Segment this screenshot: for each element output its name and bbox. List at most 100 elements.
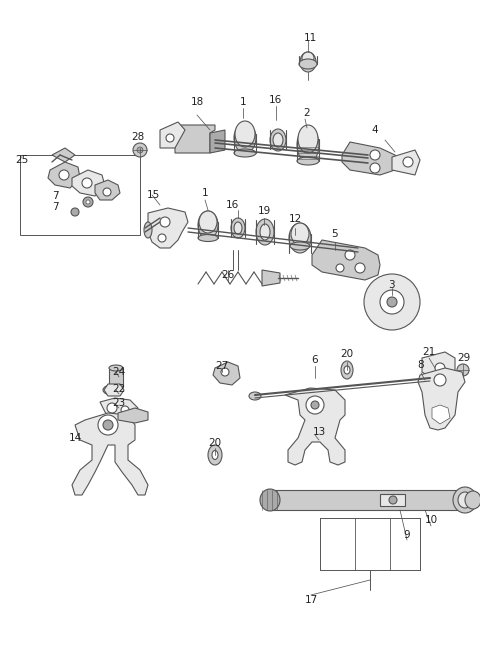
Text: 5: 5: [332, 229, 338, 239]
Circle shape: [311, 401, 319, 409]
Circle shape: [403, 157, 413, 167]
Text: 8: 8: [418, 360, 424, 370]
Ellipse shape: [199, 211, 217, 233]
Ellipse shape: [458, 492, 472, 508]
Polygon shape: [52, 148, 75, 162]
Circle shape: [435, 363, 445, 373]
Polygon shape: [148, 208, 188, 248]
Ellipse shape: [453, 487, 477, 513]
Circle shape: [387, 297, 397, 307]
Polygon shape: [392, 150, 420, 175]
Polygon shape: [48, 162, 80, 188]
Text: 22: 22: [112, 384, 126, 394]
Circle shape: [71, 208, 79, 216]
Circle shape: [166, 134, 174, 142]
Text: 19: 19: [257, 206, 271, 216]
Text: 11: 11: [303, 33, 317, 43]
Circle shape: [121, 406, 129, 414]
Text: 20: 20: [340, 349, 354, 359]
Text: 2: 2: [304, 108, 310, 118]
Text: 10: 10: [424, 515, 438, 525]
Polygon shape: [160, 122, 185, 148]
Text: 15: 15: [146, 190, 160, 200]
Circle shape: [306, 396, 324, 414]
Circle shape: [158, 234, 166, 242]
Circle shape: [364, 274, 420, 330]
Text: 26: 26: [221, 270, 235, 280]
Text: 12: 12: [288, 214, 301, 224]
Text: 17: 17: [304, 595, 318, 605]
Circle shape: [457, 364, 469, 376]
Text: 4: 4: [372, 125, 378, 135]
Ellipse shape: [260, 224, 270, 240]
Ellipse shape: [144, 222, 152, 238]
Polygon shape: [312, 240, 380, 280]
Polygon shape: [95, 180, 120, 200]
Text: 27: 27: [216, 361, 228, 371]
Text: 3: 3: [388, 280, 394, 290]
Bar: [109, 368, 123, 386]
Circle shape: [103, 188, 111, 196]
Text: 1: 1: [240, 97, 246, 107]
Polygon shape: [100, 398, 138, 420]
Ellipse shape: [208, 445, 222, 465]
Text: 18: 18: [191, 97, 204, 107]
Text: 13: 13: [312, 427, 325, 437]
Circle shape: [137, 147, 143, 153]
Polygon shape: [342, 142, 398, 175]
Polygon shape: [432, 405, 450, 424]
Ellipse shape: [235, 121, 255, 147]
Text: 24: 24: [112, 367, 126, 377]
Text: 29: 29: [457, 353, 470, 363]
Circle shape: [133, 143, 147, 157]
Circle shape: [336, 264, 344, 272]
Polygon shape: [285, 388, 345, 465]
Bar: [380, 494, 405, 506]
Circle shape: [82, 178, 92, 188]
Circle shape: [83, 197, 93, 207]
Circle shape: [345, 250, 355, 260]
Ellipse shape: [249, 392, 261, 400]
Polygon shape: [72, 170, 105, 196]
Ellipse shape: [212, 451, 218, 459]
Text: 6: 6: [312, 355, 318, 365]
Polygon shape: [262, 270, 280, 286]
Circle shape: [434, 374, 446, 386]
Polygon shape: [422, 352, 455, 380]
Ellipse shape: [298, 125, 318, 153]
Ellipse shape: [341, 361, 353, 379]
Ellipse shape: [260, 489, 280, 511]
Circle shape: [355, 263, 365, 273]
Text: 7: 7: [52, 191, 58, 201]
Circle shape: [370, 163, 380, 173]
Polygon shape: [210, 130, 225, 153]
Ellipse shape: [299, 59, 317, 69]
Text: 16: 16: [226, 200, 239, 210]
Polygon shape: [175, 125, 215, 153]
Bar: [270, 490, 465, 510]
Ellipse shape: [198, 211, 218, 239]
Circle shape: [59, 170, 69, 180]
Ellipse shape: [234, 222, 242, 234]
Ellipse shape: [256, 219, 274, 245]
Ellipse shape: [234, 149, 256, 157]
Polygon shape: [213, 362, 240, 385]
Polygon shape: [72, 413, 148, 495]
Ellipse shape: [297, 157, 319, 165]
Polygon shape: [418, 368, 465, 430]
Ellipse shape: [291, 223, 309, 245]
Ellipse shape: [297, 127, 319, 163]
Text: 7: 7: [52, 202, 58, 212]
Polygon shape: [104, 384, 124, 396]
Bar: [20, 155, 140, 235]
Circle shape: [380, 290, 404, 314]
Ellipse shape: [109, 365, 123, 371]
Circle shape: [389, 496, 397, 504]
Circle shape: [221, 368, 229, 376]
Ellipse shape: [273, 133, 283, 147]
Text: 28: 28: [132, 132, 144, 142]
Circle shape: [160, 217, 170, 227]
Text: 23: 23: [112, 398, 126, 408]
Circle shape: [103, 420, 113, 430]
Ellipse shape: [198, 234, 218, 241]
